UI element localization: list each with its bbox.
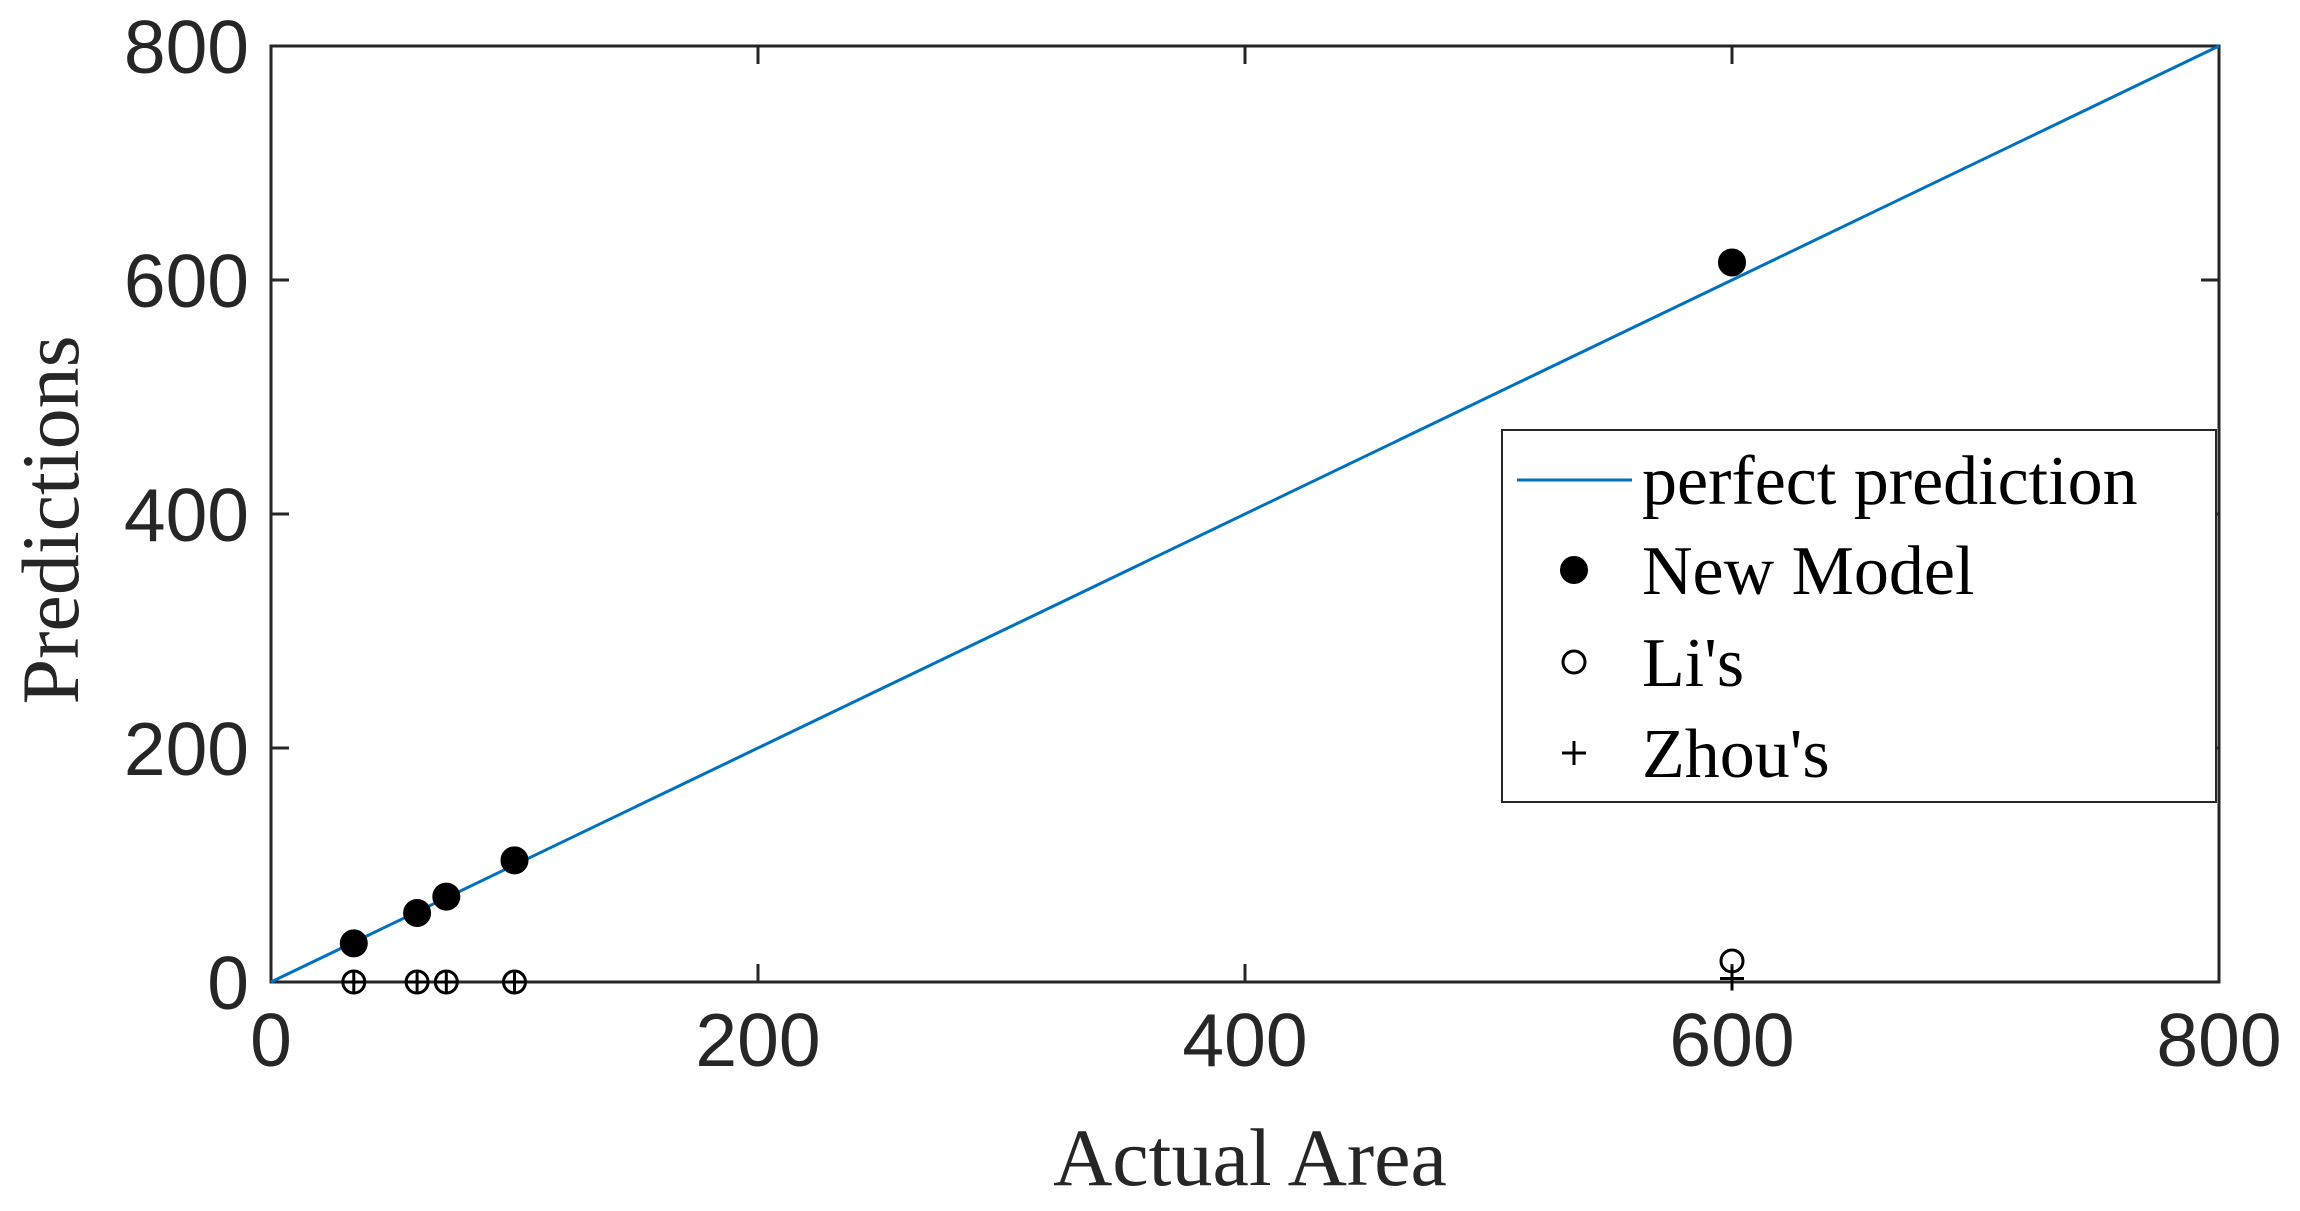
legend-perfect-prediction-label: perfect prediction bbox=[1642, 443, 2138, 520]
legend-new-model-label: New Model bbox=[1642, 533, 1974, 610]
y-tick-label: 800 bbox=[124, 5, 249, 89]
legend-new-model-swatch bbox=[1560, 556, 1588, 584]
x-tick-label: 800 bbox=[2156, 998, 2281, 1082]
axes: 0 200 400 600 800 0 200 400 600 800 bbox=[124, 5, 2282, 1082]
zhou-s-point bbox=[341, 970, 366, 994]
x-axis-label: Actual Area bbox=[1053, 1112, 1447, 1203]
legend: perfect prediction New Model Li's Zhou's bbox=[1501, 429, 2217, 803]
new-model-point bbox=[403, 898, 432, 927]
legend-zhou-s-label: Zhou's bbox=[1642, 716, 1830, 793]
y-tick-label: 200 bbox=[124, 707, 249, 791]
new-model-point bbox=[500, 846, 529, 875]
legend-zhou-s-swatch bbox=[1562, 741, 1586, 765]
x-tick-label: 200 bbox=[695, 998, 820, 1082]
zhou-s-point bbox=[434, 970, 459, 994]
x-tick-label: 0 bbox=[250, 998, 292, 1082]
new-model-point bbox=[339, 929, 368, 958]
x-tick-label: 600 bbox=[1669, 998, 1794, 1082]
perfect-prediction-line bbox=[270, 44, 2220, 984]
plot-area bbox=[270, 44, 2220, 995]
y-tick-label: 0 bbox=[207, 941, 249, 1025]
legend-li-s-swatch bbox=[1561, 649, 1587, 675]
zhou-s-point bbox=[1720, 966, 1744, 991]
zhou-s-point bbox=[502, 970, 527, 994]
zhou-s-point bbox=[405, 970, 430, 994]
new-model-point bbox=[1718, 248, 1746, 277]
y-tick-label: 400 bbox=[124, 473, 249, 557]
y-axis-label: Predictions bbox=[5, 336, 96, 705]
y-tick-label: 600 bbox=[124, 239, 249, 323]
x-tick-label: 400 bbox=[1182, 998, 1307, 1082]
legend-box bbox=[1501, 429, 2217, 803]
new-model-point bbox=[432, 882, 461, 911]
legend-li-s-label: Li's bbox=[1642, 625, 1744, 702]
